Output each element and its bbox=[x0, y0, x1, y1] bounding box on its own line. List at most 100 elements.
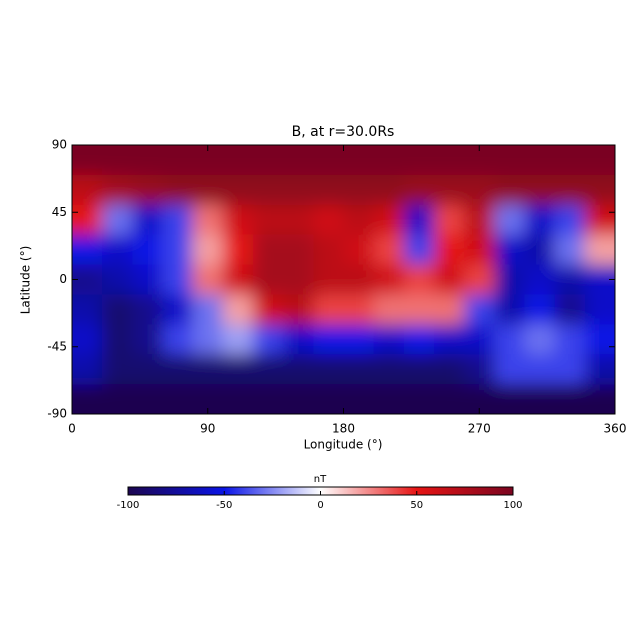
y-tick-label: 0 bbox=[59, 272, 67, 286]
heat-cell bbox=[283, 234, 314, 266]
heat-cell bbox=[222, 234, 254, 266]
heat-cell bbox=[524, 264, 556, 295]
heat-cell bbox=[403, 294, 435, 325]
heat-cell bbox=[253, 384, 284, 414]
heat-cell bbox=[554, 174, 586, 206]
heat-cell bbox=[373, 294, 405, 325]
heat-cell bbox=[464, 354, 495, 385]
heat-cell bbox=[524, 354, 556, 385]
heat-cell bbox=[222, 145, 254, 176]
heat-cell bbox=[343, 234, 375, 266]
heat-cell bbox=[132, 384, 163, 414]
heat-cell bbox=[72, 234, 103, 266]
y-tick-label: -90 bbox=[47, 407, 67, 421]
heat-cell bbox=[434, 174, 465, 206]
heat-cell bbox=[313, 234, 344, 266]
heat-cell bbox=[253, 354, 284, 385]
heat-cell bbox=[524, 145, 556, 176]
heat-cell bbox=[102, 174, 133, 206]
y-axis-title: Latitude (°) bbox=[19, 246, 33, 315]
heat-cell bbox=[584, 204, 615, 236]
heat-cell bbox=[162, 384, 194, 414]
heat-cell bbox=[554, 354, 586, 385]
heat-cell bbox=[102, 354, 133, 385]
heat-cell bbox=[494, 234, 525, 266]
heat-cell bbox=[584, 145, 615, 176]
heat-cell bbox=[222, 174, 254, 206]
heat-cell bbox=[373, 324, 405, 355]
heat-cell bbox=[403, 145, 435, 176]
heat-cell bbox=[524, 234, 556, 266]
heat-cell bbox=[72, 204, 103, 236]
heat-cell bbox=[222, 324, 254, 355]
heat-cell bbox=[343, 354, 375, 385]
heat-cell bbox=[102, 145, 133, 176]
heat-cell bbox=[222, 204, 254, 236]
heat-cell bbox=[313, 264, 344, 295]
heat-cell bbox=[162, 324, 194, 355]
heat-cell bbox=[373, 234, 405, 266]
heat-cell bbox=[132, 354, 163, 385]
x-tick-label: 90 bbox=[200, 422, 215, 436]
x-tick-label: 0 bbox=[68, 422, 76, 436]
heat-cell bbox=[162, 145, 194, 176]
heat-cell bbox=[102, 204, 133, 236]
heat-cell bbox=[434, 294, 465, 325]
heat-cell bbox=[253, 294, 284, 325]
heat-cell bbox=[464, 264, 495, 295]
heat-cell bbox=[403, 324, 435, 355]
colorbar-tick-label: -100 bbox=[117, 500, 140, 511]
heat-cell bbox=[373, 384, 405, 414]
heat-cell bbox=[102, 384, 133, 414]
heat-cell bbox=[343, 264, 375, 295]
heat-cell bbox=[403, 234, 435, 266]
x-tick-label: 180 bbox=[332, 422, 355, 436]
chart-title: B, at r=30.0Rs bbox=[292, 124, 395, 140]
heat-cell bbox=[313, 294, 344, 325]
colorbar-tick-label: 100 bbox=[503, 500, 522, 511]
heat-cell bbox=[494, 174, 525, 206]
heat-cell bbox=[102, 294, 133, 325]
heat-cell bbox=[584, 174, 615, 206]
heat-cell bbox=[554, 294, 586, 325]
heat-cell bbox=[222, 294, 254, 325]
heat-cell bbox=[494, 264, 525, 295]
heat-cell bbox=[72, 384, 103, 414]
heat-cell bbox=[192, 174, 224, 206]
heat-cell bbox=[584, 354, 615, 385]
heat-cell bbox=[253, 264, 284, 295]
heat-cell bbox=[464, 204, 495, 236]
heat-cell bbox=[253, 204, 284, 236]
heat-cell bbox=[132, 264, 163, 295]
heat-cell bbox=[434, 384, 465, 414]
heat-cell bbox=[434, 354, 465, 385]
heat-cell bbox=[132, 204, 163, 236]
heat-cell bbox=[162, 264, 194, 295]
heat-cell bbox=[434, 145, 465, 176]
heat-cell bbox=[373, 264, 405, 295]
x-tick-label: 360 bbox=[604, 422, 627, 436]
heat-cell bbox=[102, 264, 133, 295]
y-tick-label: -45 bbox=[47, 339, 67, 353]
heat-cell bbox=[373, 354, 405, 385]
heat-cell bbox=[403, 204, 435, 236]
heat-cell bbox=[313, 174, 344, 206]
heat-cell bbox=[584, 384, 615, 414]
heat-cell bbox=[343, 384, 375, 414]
x-axis-title: Longitude (°) bbox=[304, 438, 383, 452]
heat-cell bbox=[373, 174, 405, 206]
colorbar-tick-label: -50 bbox=[216, 500, 232, 511]
heat-cell bbox=[283, 204, 314, 236]
heat-cell bbox=[464, 324, 495, 355]
heat-cell bbox=[72, 294, 103, 325]
heat-cell bbox=[283, 174, 314, 206]
heat-cell bbox=[222, 264, 254, 295]
heat-cell bbox=[162, 204, 194, 236]
heat-cell bbox=[192, 264, 224, 295]
heat-cell bbox=[584, 234, 615, 266]
heat-cell bbox=[72, 174, 103, 206]
heat-cell bbox=[524, 174, 556, 206]
heat-cell bbox=[283, 384, 314, 414]
heat-cell bbox=[102, 324, 133, 355]
